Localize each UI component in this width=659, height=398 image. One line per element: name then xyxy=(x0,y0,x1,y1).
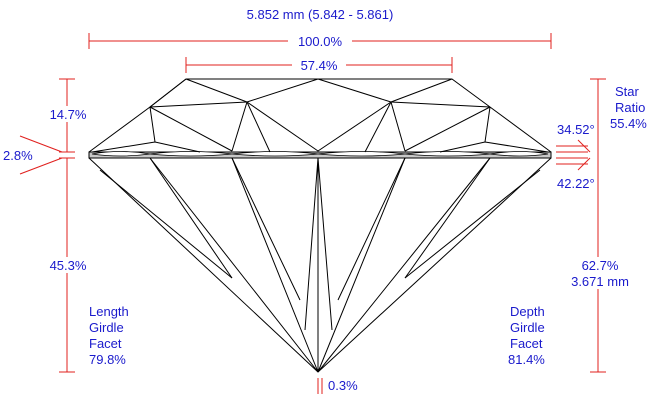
total-depth-percent-label: 62.7% xyxy=(582,258,619,273)
crown-height-label: 14.7% xyxy=(50,107,87,122)
dgf-line3: Facet xyxy=(510,336,543,351)
table-percent-label: 57.4% xyxy=(301,58,338,73)
star-ratio-line1: Star xyxy=(615,84,640,99)
pavilion-facets xyxy=(88,157,552,373)
dimension-lines xyxy=(19,33,606,394)
girdle-thickness-label: 2.8% xyxy=(3,148,33,163)
star-ratio-value: 55.4% xyxy=(610,116,647,131)
pavilion-depth-label: 45.3% xyxy=(50,258,87,273)
depth-girdle-facet-label: Depth Girdle Facet 81.4% xyxy=(508,304,545,367)
pavilion-angle-label: 42.22° xyxy=(557,176,595,191)
lgf-value: 79.8% xyxy=(89,352,126,367)
crown-angle-label: 34.52° xyxy=(557,122,595,137)
length-girdle-facet-label: Length Girdle Facet 79.8% xyxy=(89,304,129,367)
culet-label: 0.3% xyxy=(328,378,358,393)
total-depth-mm-label: 3.671 mm xyxy=(571,274,629,289)
dgf-line2: Girdle xyxy=(510,320,545,335)
diameter-mm-label: 5.852 mm (5.842 - 5.861) xyxy=(247,7,394,22)
dgf-value: 81.4% xyxy=(508,352,545,367)
diameter-percent-label: 100.0% xyxy=(298,34,343,49)
star-ratio-label: Star Ratio 55.4% xyxy=(610,84,647,131)
star-ratio-line2: Ratio xyxy=(615,100,645,115)
girdle-scallops xyxy=(91,151,549,157)
lgf-line2: Girdle xyxy=(89,320,124,335)
dgf-line1: Depth xyxy=(510,304,545,319)
crown-facets xyxy=(88,78,552,153)
lgf-line1: Length xyxy=(89,304,129,319)
diamond-profile xyxy=(88,78,552,373)
lgf-line3: Facet xyxy=(89,336,122,351)
